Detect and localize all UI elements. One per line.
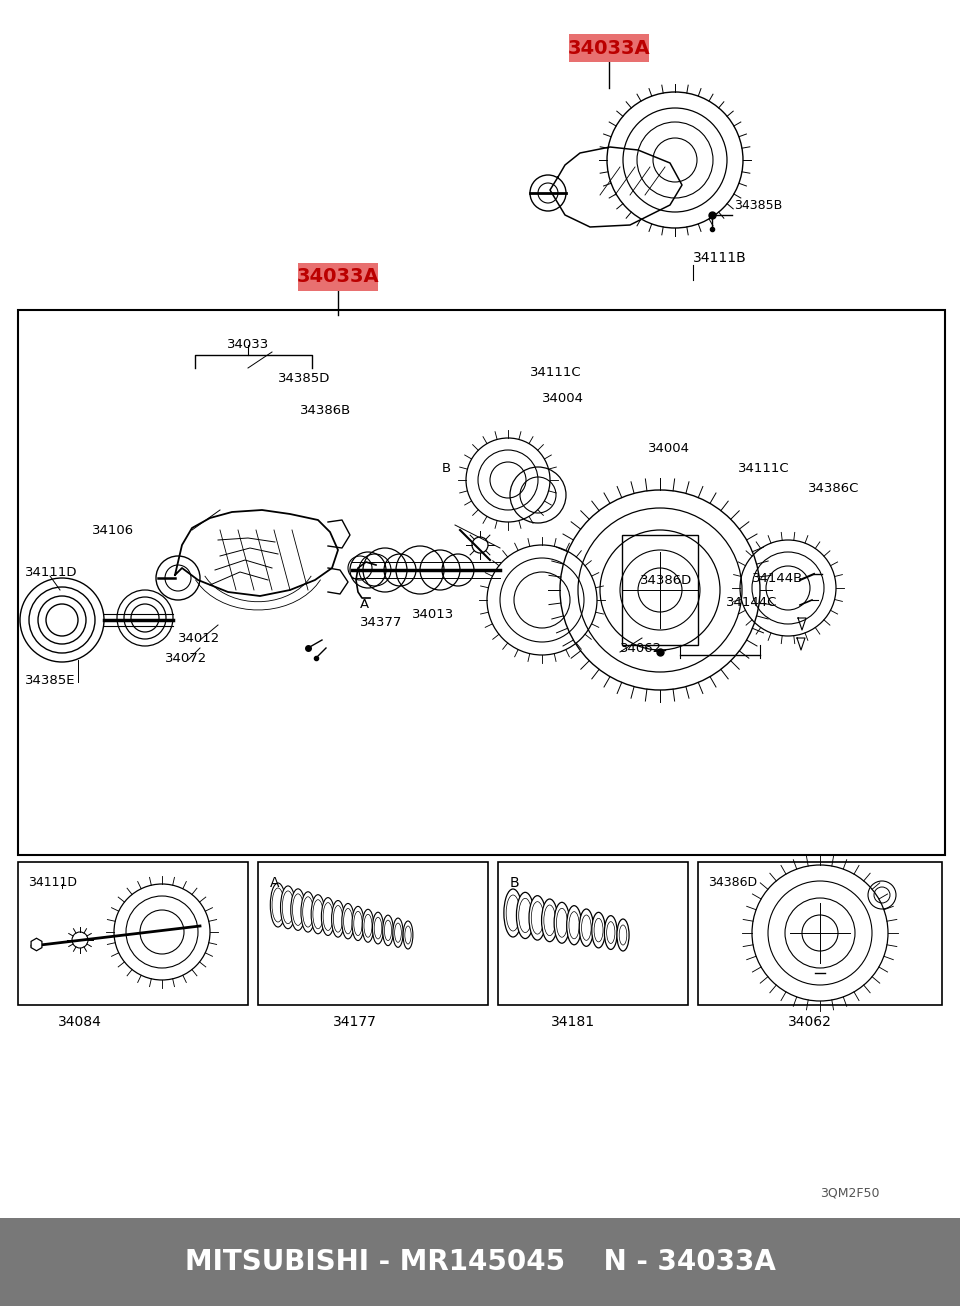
Ellipse shape (342, 904, 354, 939)
Ellipse shape (543, 905, 556, 935)
Ellipse shape (529, 896, 546, 940)
Text: 34111D: 34111D (28, 876, 77, 889)
Text: 34111B: 34111B (693, 251, 747, 265)
Ellipse shape (557, 909, 567, 938)
Ellipse shape (291, 889, 305, 930)
Ellipse shape (271, 883, 286, 927)
Ellipse shape (344, 909, 352, 934)
Ellipse shape (403, 921, 413, 949)
Ellipse shape (280, 885, 296, 929)
Ellipse shape (531, 901, 543, 934)
Bar (18, 310, 945, 855)
Ellipse shape (605, 916, 617, 949)
Ellipse shape (384, 921, 392, 940)
Ellipse shape (374, 917, 382, 939)
Ellipse shape (331, 901, 345, 938)
Ellipse shape (300, 892, 315, 932)
Ellipse shape (393, 918, 403, 947)
Ellipse shape (395, 923, 401, 943)
Text: 34033A: 34033A (567, 38, 650, 57)
Ellipse shape (506, 895, 520, 931)
Text: 34386C: 34386C (808, 482, 859, 495)
Text: 34385D: 34385D (278, 371, 330, 384)
Ellipse shape (566, 905, 582, 944)
Ellipse shape (372, 912, 384, 944)
Text: 34072: 34072 (165, 652, 207, 665)
Ellipse shape (619, 925, 627, 946)
Ellipse shape (518, 899, 532, 932)
Ellipse shape (322, 897, 335, 935)
Text: 34144C: 34144C (726, 596, 778, 609)
Text: 34004: 34004 (542, 392, 584, 405)
Bar (569, 34, 649, 61)
Ellipse shape (282, 891, 294, 923)
Bar (622, 535, 698, 645)
Ellipse shape (607, 922, 615, 943)
Ellipse shape (354, 912, 362, 935)
Ellipse shape (591, 913, 606, 948)
Ellipse shape (516, 892, 534, 939)
Text: 34144B: 34144B (752, 572, 804, 585)
Ellipse shape (293, 893, 303, 926)
Text: B: B (510, 876, 519, 889)
Ellipse shape (324, 902, 333, 930)
Ellipse shape (541, 899, 558, 942)
Ellipse shape (362, 909, 373, 942)
Text: 34111D: 34111D (25, 565, 78, 579)
Bar (0, 1218, 960, 1306)
Ellipse shape (383, 916, 394, 946)
Text: 34386D: 34386D (708, 876, 757, 889)
Text: 34386B: 34386B (300, 404, 351, 417)
Ellipse shape (311, 895, 324, 934)
Bar (258, 862, 488, 1006)
Text: 34013: 34013 (412, 609, 454, 622)
Ellipse shape (554, 902, 569, 943)
Bar (298, 263, 378, 291)
Ellipse shape (569, 912, 579, 939)
Ellipse shape (352, 906, 364, 940)
Ellipse shape (272, 888, 284, 922)
Text: 34385E: 34385E (25, 674, 76, 687)
Ellipse shape (504, 889, 522, 936)
Text: A: A (360, 598, 370, 611)
Text: 34111C: 34111C (530, 366, 582, 379)
Text: 34084: 34084 (58, 1015, 102, 1029)
Text: 34106: 34106 (92, 524, 134, 537)
Bar (498, 862, 688, 1006)
Ellipse shape (302, 897, 313, 927)
Ellipse shape (313, 900, 324, 929)
Text: 34033A: 34033A (297, 268, 379, 286)
Text: 34033: 34033 (227, 338, 269, 351)
Text: 34177: 34177 (333, 1015, 377, 1029)
Text: 34062: 34062 (788, 1015, 832, 1029)
Ellipse shape (364, 914, 372, 938)
Ellipse shape (405, 926, 411, 944)
Text: 34111C: 34111C (738, 461, 790, 474)
Ellipse shape (617, 919, 629, 951)
Text: 34377: 34377 (360, 615, 402, 628)
Text: 34004: 34004 (648, 441, 690, 454)
Text: 34062: 34062 (620, 641, 662, 654)
Ellipse shape (582, 916, 591, 940)
Text: B: B (442, 461, 451, 474)
Bar (698, 862, 942, 1006)
Text: A: A (270, 876, 279, 889)
Text: 3QM2F50: 3QM2F50 (820, 1187, 879, 1200)
Text: 34385B: 34385B (734, 199, 782, 212)
Text: MITSUBISHI - MR145045    N - 34033A: MITSUBISHI - MR145045 N - 34033A (184, 1249, 776, 1276)
Text: 34386D: 34386D (640, 573, 692, 586)
Ellipse shape (333, 905, 343, 932)
Ellipse shape (579, 909, 593, 947)
Text: 34012: 34012 (178, 632, 220, 644)
Ellipse shape (594, 918, 603, 942)
Text: 34181: 34181 (551, 1015, 595, 1029)
Bar (18, 862, 248, 1006)
